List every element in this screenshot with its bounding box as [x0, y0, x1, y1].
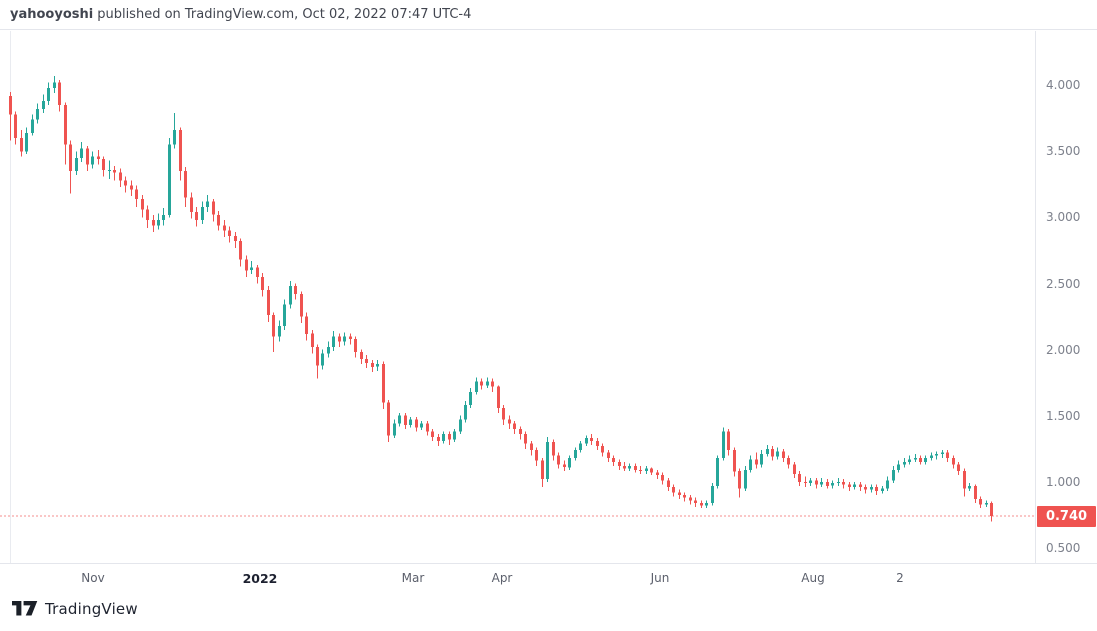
price-tick: 3.500 [1046, 144, 1081, 158]
time-tick: Nov [81, 571, 105, 585]
time-tick: Jun [650, 571, 670, 585]
footer: TradingView [12, 599, 138, 619]
axis-separator [0, 563, 1097, 564]
time-tick: Aug [801, 571, 825, 585]
last-price-label: 0.740 [1037, 506, 1096, 527]
price-tick: 3.000 [1046, 210, 1081, 224]
author-name: yahooyoshi [10, 7, 94, 22]
publish-info: published on TradingView.com, Oct 02, 20… [97, 7, 472, 22]
price-tick: 2.500 [1046, 277, 1081, 291]
price-tick: 0.500 [1046, 541, 1081, 555]
tradingview-logo-icon [12, 601, 38, 616]
time-tick: Mar [401, 571, 425, 585]
time-tick: Apr [491, 571, 513, 585]
tradingview-logo-text: TradingView [45, 600, 138, 618]
price-scale[interactable]: 0.740 4.000 3.500 3.000 2.500 2.000 1.500 1.00… [1035, 31, 1097, 563]
publish-header: yahooyoshi published on TradingView.com,… [0, 0, 1097, 30]
price-tick: 4.000 [1046, 78, 1081, 92]
candlestick-svg[interactable] [0, 31, 1035, 563]
time-tick-year: 2022 [242, 571, 278, 586]
price-tick: 2.000 [1046, 343, 1081, 357]
price-tick: 1.500 [1046, 409, 1081, 423]
tradingview-logo[interactable]: TradingView [12, 599, 138, 619]
chart-pane[interactable] [0, 31, 1035, 563]
time-tick: 2 [896, 571, 904, 585]
price-tick: 1.000 [1046, 475, 1081, 489]
time-scale[interactable]: Nov 2022 Mar Apr Jun Aug 2 [0, 564, 1035, 594]
